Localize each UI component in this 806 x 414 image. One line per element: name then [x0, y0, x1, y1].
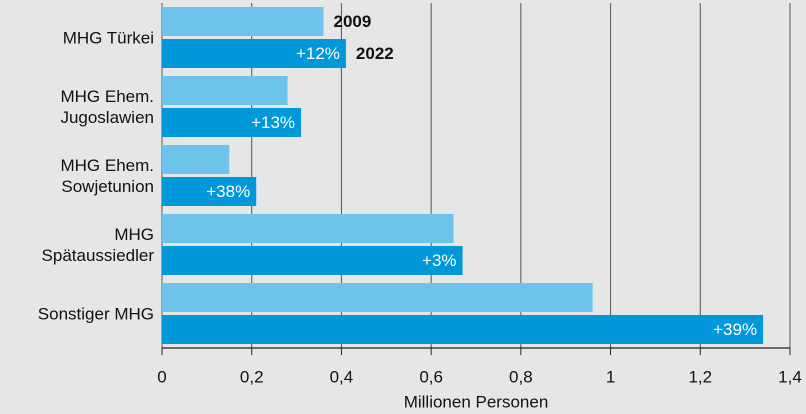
- change-label: +12%: [296, 44, 340, 63]
- bar: [162, 76, 288, 105]
- bar: [162, 108, 302, 137]
- change-label: +38%: [206, 182, 250, 201]
- x-tick-label: 1,2: [688, 367, 712, 386]
- bar: [162, 145, 230, 174]
- category-label: MHG Türkei: [62, 28, 154, 47]
- category-label: MHG Ehem. Jugoslawien: [60, 86, 154, 127]
- x-tick-label: 0,4: [330, 367, 354, 386]
- bar: [162, 246, 463, 275]
- x-axis-label: Millionen Personen: [404, 392, 549, 411]
- x-tick-label: 0,8: [509, 367, 533, 386]
- category-label: MHG Ehem. Sowjetunion: [60, 155, 154, 196]
- category-label: MHG Spätaussiedler: [41, 224, 154, 265]
- bar: [162, 39, 346, 68]
- bar: [162, 177, 257, 206]
- legend-label: 2009: [333, 12, 371, 31]
- bar: [162, 315, 764, 344]
- x-tick-label: 0,2: [240, 367, 264, 386]
- x-tick-label: 0: [157, 367, 166, 386]
- x-tick-label: 1: [606, 367, 615, 386]
- x-tick-label: 0,6: [419, 367, 443, 386]
- change-label: +39%: [713, 320, 757, 339]
- x-tick-label: 1,4: [778, 367, 802, 386]
- change-label: +3%: [422, 251, 457, 270]
- bar: [162, 283, 593, 312]
- change-label: +13%: [251, 113, 295, 132]
- bar: [162, 214, 454, 243]
- legend-label: 2022: [356, 44, 394, 63]
- category-label: Sonstiger MHG: [37, 304, 154, 323]
- bar: [162, 7, 324, 36]
